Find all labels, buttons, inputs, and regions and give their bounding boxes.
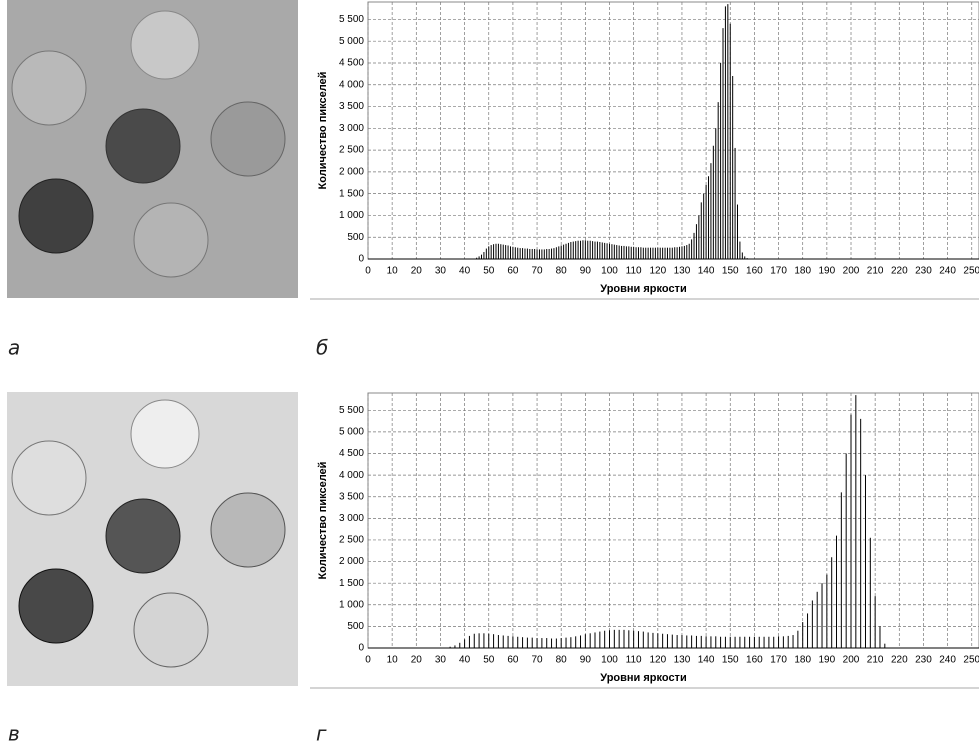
y-tick-label: 3 000 (339, 513, 364, 524)
x-tick-label: 210 (867, 655, 884, 666)
y-tick-label: 2 000 (339, 556, 364, 567)
y-tick-label: 1 000 (339, 210, 364, 221)
y-tick-label: 4 000 (339, 470, 364, 481)
x-tick-label: 230 (915, 655, 932, 666)
x-tick-label: 200 (843, 655, 860, 666)
y-tick-label: 3 500 (339, 491, 364, 502)
x-tick-label: 170 (770, 655, 787, 666)
x-tick-label: 240 (939, 266, 956, 277)
x-tick-label: 50 (483, 655, 495, 666)
x-tick-label: 40 (459, 655, 471, 666)
x-tick-label: 10 (387, 655, 399, 666)
x-tick-label: 230 (915, 266, 932, 277)
y-tick-label: 3 000 (339, 123, 364, 134)
x-tick-label: 0 (365, 655, 371, 666)
x-tick-label: 140 (698, 655, 715, 666)
x-tick-label: 160 (746, 266, 763, 277)
x-tick-label: 220 (891, 266, 908, 277)
y-tick-label: 0 (358, 643, 364, 654)
x-tick-label: 150 (722, 655, 739, 666)
x-tick-label: 90 (580, 655, 592, 666)
x-tick-label: 0 (365, 266, 371, 277)
x-tick-label: 90 (580, 266, 592, 277)
x-tick-label: 130 (674, 266, 691, 277)
photo (7, 392, 298, 686)
x-tick-label: 30 (435, 266, 447, 277)
y-tick-label: 5 000 (339, 36, 364, 47)
x-tick-label: 210 (867, 266, 884, 277)
x-tick-label: 60 (507, 655, 519, 666)
x-tick-label: 110 (626, 655, 642, 666)
y-tick-label: 500 (347, 621, 364, 632)
y-tick-label: 4 500 (339, 448, 364, 459)
panel-label: а (8, 336, 20, 360)
x-tick-label: 160 (746, 655, 763, 666)
x-tick-label: 190 (819, 655, 836, 666)
y-tick-label: 4 000 (339, 79, 364, 90)
y-tick-label: 5 000 (339, 427, 364, 438)
y-tick-label: 4 500 (339, 58, 364, 69)
panel-label: б (316, 336, 328, 360)
plot-area (367, 392, 979, 649)
x-tick-label: 50 (483, 266, 495, 277)
y-axis-title: Количество пикселей (317, 462, 329, 580)
x-tick-label: 250 (963, 266, 979, 277)
x-tick-label: 30 (435, 655, 447, 666)
x-tick-label: 170 (770, 266, 787, 277)
x-tick-label: 120 (649, 266, 666, 277)
photo (7, 0, 298, 298)
x-tick-label: 10 (387, 266, 399, 277)
x-tick-label: 180 (794, 266, 811, 277)
x-tick-label: 200 (843, 266, 860, 277)
y-tick-label: 2 500 (339, 145, 364, 156)
y-tick-label: 5 500 (339, 405, 364, 416)
y-tick-label: 1 500 (339, 578, 364, 589)
y-tick-label: 500 (347, 232, 364, 243)
y-tick-label: 2 500 (339, 535, 364, 546)
x-tick-label: 70 (531, 655, 543, 666)
y-tick-label: 0 (358, 254, 364, 265)
x-axis-title: Уровни яркости (600, 672, 686, 684)
x-tick-label: 80 (556, 655, 568, 666)
panel-label: г (316, 722, 327, 746)
x-tick-label: 100 (601, 655, 618, 666)
x-tick-label: 20 (411, 655, 423, 666)
x-tick-label: 150 (722, 266, 739, 277)
panel-label: в (8, 722, 20, 746)
x-tick-label: 180 (794, 655, 811, 666)
y-tick-label: 1 000 (339, 599, 364, 610)
plot-area (367, 1, 979, 260)
x-tick-label: 130 (674, 655, 691, 666)
x-tick-label: 20 (411, 266, 423, 277)
x-tick-label: 40 (459, 266, 471, 277)
y-tick-label: 5 500 (339, 14, 364, 25)
x-tick-label: 60 (507, 266, 519, 277)
x-tick-label: 240 (939, 655, 956, 666)
x-tick-label: 190 (819, 266, 836, 277)
x-tick-label: 140 (698, 266, 715, 277)
x-tick-label: 220 (891, 655, 908, 666)
x-tick-label: 110 (626, 266, 642, 277)
y-tick-label: 3 500 (339, 101, 364, 112)
y-tick-label: 2 000 (339, 167, 364, 178)
x-tick-label: 70 (531, 266, 543, 277)
x-axis-title: Уровни яркости (600, 283, 686, 295)
y-tick-label: 1 500 (339, 188, 364, 199)
x-tick-label: 120 (649, 655, 666, 666)
y-axis-title: Количество пикселей (317, 72, 329, 190)
x-tick-label: 80 (556, 266, 568, 277)
x-tick-label: 250 (963, 655, 979, 666)
x-tick-label: 100 (601, 266, 618, 277)
